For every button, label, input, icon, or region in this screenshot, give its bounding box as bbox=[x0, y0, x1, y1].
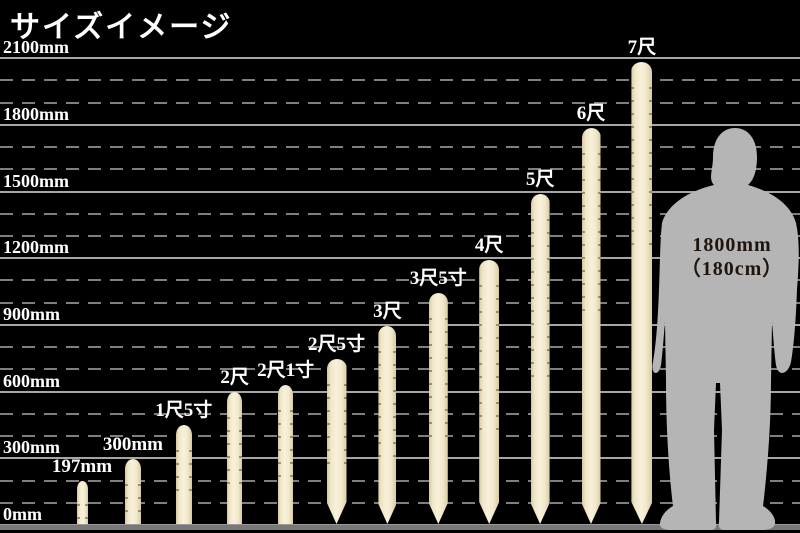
stake-notch bbox=[227, 405, 231, 486]
grid-line-minor bbox=[0, 101, 800, 104]
stake-notch bbox=[278, 399, 282, 483]
stake-bar bbox=[124, 458, 141, 524]
stake-notch bbox=[445, 307, 448, 446]
stake-notch bbox=[76, 493, 80, 519]
stake-label: 4尺 bbox=[474, 234, 504, 256]
grid-line-minor bbox=[0, 301, 800, 304]
stake-notch bbox=[137, 472, 141, 512]
grid-line-minor bbox=[0, 279, 800, 282]
stake-notch bbox=[188, 438, 192, 499]
axis-tick-label: 300mm bbox=[3, 437, 60, 458]
stake-label: 6尺 bbox=[576, 102, 606, 124]
stake-bar bbox=[76, 481, 88, 524]
grid-line-minor bbox=[0, 412, 800, 415]
stake-notch bbox=[124, 472, 128, 512]
stake-bar bbox=[631, 62, 652, 524]
stake-label: 2尺1寸 bbox=[257, 360, 315, 382]
grid-line-major bbox=[0, 323, 800, 326]
grid-line-minor bbox=[0, 212, 800, 215]
stake-label: 1尺5寸 bbox=[155, 399, 213, 421]
axis-tick-label: 900mm bbox=[3, 303, 60, 324]
stake-label: 197mm bbox=[51, 456, 113, 478]
grid-line-major bbox=[0, 257, 800, 260]
person-height-mm: 1800mm bbox=[692, 234, 772, 256]
stake-notch bbox=[531, 208, 534, 378]
axis-tick-label: 600mm bbox=[3, 370, 60, 391]
stake-bar bbox=[429, 293, 448, 524]
stake-notch bbox=[327, 373, 330, 472]
axis-tick-label: 2100mm bbox=[3, 37, 69, 58]
stake-notch bbox=[547, 208, 550, 378]
stake-notch bbox=[175, 438, 179, 499]
grid-line-major bbox=[0, 457, 800, 460]
grid-line-minor bbox=[0, 168, 800, 171]
stake-label: 300mm bbox=[102, 433, 163, 455]
stake-bar bbox=[378, 326, 396, 524]
page-title: サイズイメージ bbox=[10, 11, 233, 44]
stake-label: 2尺 bbox=[220, 366, 249, 388]
stake-label: 7尺 bbox=[627, 36, 657, 58]
grid-line-major bbox=[0, 390, 800, 393]
stake-notch bbox=[378, 340, 381, 459]
stake-notch bbox=[239, 405, 243, 486]
grid-line-minor bbox=[0, 234, 800, 237]
grid-line-minor bbox=[0, 479, 800, 482]
stake-bar bbox=[479, 260, 499, 524]
stake-bar bbox=[175, 424, 192, 524]
person-height-label: 1800mm （180cm） bbox=[652, 233, 800, 281]
stake-label: 3尺5寸 bbox=[409, 267, 467, 289]
stake-notch bbox=[429, 307, 432, 446]
stake-notch bbox=[290, 399, 294, 483]
stake-notch bbox=[598, 142, 601, 312]
grid-line-minor bbox=[0, 79, 800, 82]
stake-notch bbox=[496, 274, 499, 433]
axis-baseline bbox=[0, 524, 800, 530]
stake-bar bbox=[531, 194, 550, 524]
stake-notch bbox=[649, 76, 652, 246]
person-height-cm: （180cm） bbox=[680, 258, 784, 280]
stake-bar bbox=[582, 128, 601, 524]
stake-label: 3尺 bbox=[373, 300, 402, 322]
axis-tick-label: 1200mm bbox=[3, 237, 69, 258]
stake-notch bbox=[479, 274, 482, 433]
stake-notch bbox=[393, 340, 396, 459]
stake-label: 2尺5寸 bbox=[307, 333, 365, 355]
grid-line-minor bbox=[0, 435, 800, 438]
grid-line-minor bbox=[0, 501, 800, 504]
axis-tick-label: 1800mm bbox=[3, 103, 69, 124]
grid-line-minor bbox=[0, 346, 800, 349]
stake-notch bbox=[631, 76, 634, 246]
axis-tick-label: 1500mm bbox=[3, 170, 69, 191]
stake-label: 5尺 bbox=[525, 168, 555, 190]
grid-line-major bbox=[0, 123, 800, 126]
axis-tick-label: 0mm bbox=[3, 504, 42, 524]
stake-notch bbox=[84, 493, 88, 519]
grid-line-minor bbox=[0, 368, 800, 371]
grid-line-minor bbox=[0, 146, 800, 149]
stake-bar bbox=[327, 359, 347, 524]
grid-line-major bbox=[0, 190, 800, 193]
stake-bar bbox=[227, 391, 243, 524]
person-silhouette bbox=[652, 128, 799, 530]
grid-line-major bbox=[0, 57, 800, 60]
stake-notch bbox=[582, 142, 585, 312]
stake-bar bbox=[278, 385, 294, 524]
stake-notch bbox=[344, 373, 347, 472]
